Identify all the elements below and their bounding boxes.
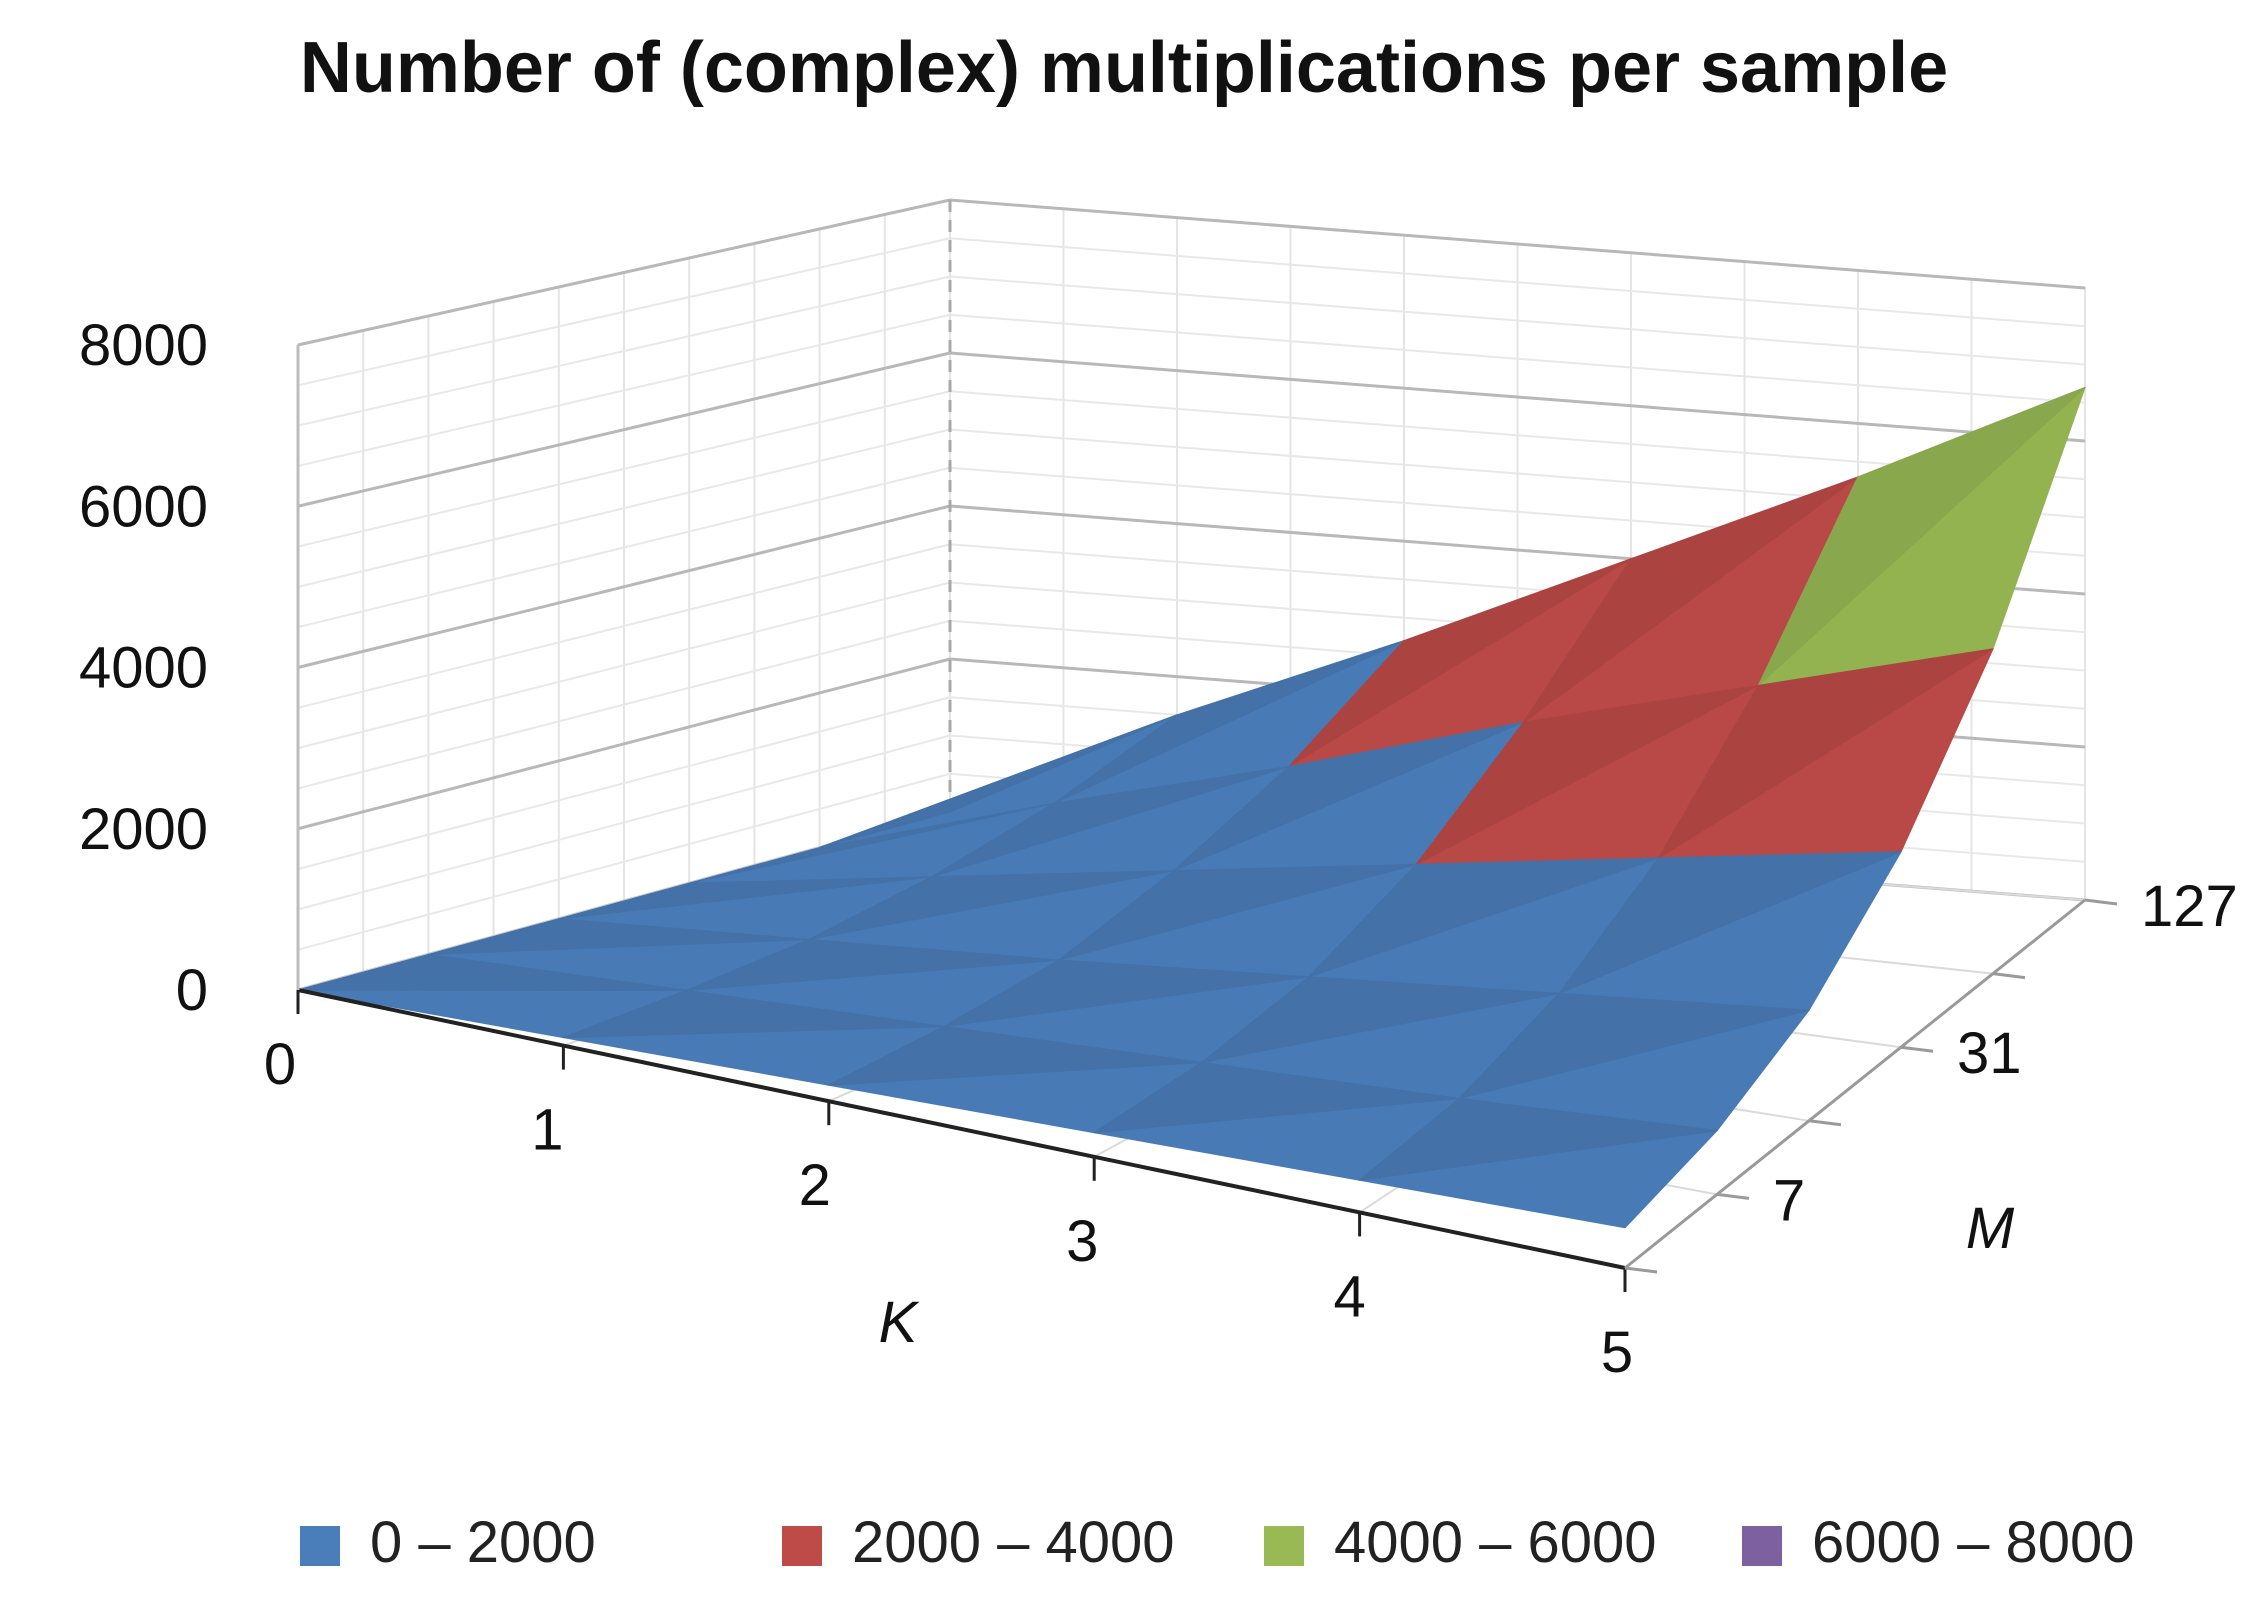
surface-patch [943, 959, 1310, 1028]
surface-patch [1288, 558, 1632, 768]
z-axis-tick-label: 4000 [79, 636, 208, 701]
surface-patch [1522, 476, 1859, 723]
surface-patch [818, 714, 1178, 849]
z-axis-tick-label: 0 [176, 958, 208, 1023]
side-wall-value-gridline [297, 313, 951, 467]
side-wall-value-gridline [297, 390, 951, 548]
legend-swatch [782, 1526, 822, 1566]
depth-axis-tick [1716, 1192, 1750, 1200]
surface-patch [1558, 851, 1902, 995]
surface-patch [1415, 684, 1759, 866]
side-wall-value-gridline [297, 466, 951, 629]
side-wall-value-gridline [297, 772, 951, 951]
surface-patch [1358, 1097, 1718, 1181]
x-axis-tick-label: 1 [531, 1098, 563, 1163]
surface-patch [1093, 1061, 1460, 1134]
depth-axis-line [1624, 898, 2086, 1270]
surface-patch [828, 1025, 1203, 1086]
depth-axis-tick [1900, 1045, 1934, 1053]
surface-patch [1657, 648, 1994, 859]
back-wall-value-gridline [949, 275, 2086, 366]
surface-patch [1058, 863, 1417, 961]
surface-patch [1757, 386, 2086, 687]
surface-patch [1458, 992, 1810, 1100]
surface-patch [1173, 721, 1525, 872]
x-axis-tick-label: 3 [1066, 1209, 1098, 1274]
z-axis-tick-label: 2000 [79, 797, 208, 862]
x-axis-tick-label: 2 [799, 1153, 831, 1218]
side-wall-value-gridline [297, 275, 951, 427]
depth-axis-tick-label: 7 [1773, 1168, 1805, 1233]
side-wall-value-gridline [297, 198, 951, 347]
legend-swatch [300, 1526, 340, 1566]
side-wall-value-gridline [297, 504, 951, 669]
x-axis-line [297, 988, 1626, 1270]
z-axis-tick-label: 6000 [79, 474, 208, 539]
legend-label: 2000 – 4000 [852, 1510, 1175, 1575]
surface-patch [558, 876, 933, 920]
x-axis-label: K [879, 1290, 920, 1355]
x-axis-tick-label: 0 [264, 1032, 296, 1097]
legend-label: 6000 – 8000 [1812, 1510, 2135, 1575]
surface-patch [930, 765, 1290, 878]
chart-title: Number of (complex) multiplications per … [300, 28, 1948, 108]
legend-swatch [1264, 1526, 1304, 1566]
depth-axis-tick-label: 127 [2141, 874, 2238, 939]
surface-patch [1053, 640, 1405, 804]
side-wall-value-gridline [297, 619, 951, 790]
legend-swatch [1742, 1526, 1782, 1566]
side-wall-value-gridline [297, 237, 951, 387]
back-wall-value-gridline [949, 313, 2086, 404]
surface-patch [688, 802, 1055, 884]
legend: 0 – 2000 2000 – 4000 4000 – 6000 6000 – 800… [300, 1510, 2135, 1575]
axes: 0 1 2 3 4 5 7 31 127 0 2000 4000 6000 8000 [79, 313, 2238, 1385]
surface-patch [297, 953, 687, 992]
depth-axis-tick-label: 31 [1957, 1021, 2022, 1086]
back-wall-value-gridline [949, 237, 2086, 328]
surface [297, 386, 2086, 1229]
side-wall-value-gridline [297, 543, 951, 709]
x-axis-tick-label: 5 [1601, 1320, 1633, 1385]
depth-axis-tick [2084, 898, 2118, 906]
side-wall-value-gridline [297, 581, 951, 750]
side-wall-value-gridline [297, 696, 951, 871]
x-axis-tick-label: 4 [1333, 1264, 1365, 1329]
surface-patch [1200, 976, 1560, 1064]
side-wall-value-gridline [297, 734, 951, 911]
back-wall-value-gridline [949, 351, 2086, 443]
surface-patch [562, 989, 945, 1039]
depth-axis-label: M [1966, 1196, 2015, 1261]
depth-axis-tick [1992, 972, 2026, 980]
surface-patch [685, 938, 1060, 992]
legend-label: 0 – 2000 [370, 1510, 596, 1575]
surface-patch [1308, 857, 1660, 978]
depth-axis-tick [1624, 1266, 1658, 1274]
surface-patch [808, 870, 1175, 941]
surface-patch [427, 918, 810, 956]
side-wall-value-gridline [297, 428, 951, 588]
legend-label: 4000 – 6000 [1334, 1510, 1657, 1575]
depth-axis-tick [1808, 1119, 1842, 1127]
side-wall-value-gridline [297, 657, 951, 831]
z-axis-tick-label: 8000 [79, 313, 208, 378]
back-wall-value-gridline [949, 198, 2086, 290]
side-wall-value-gridline [297, 351, 951, 508]
